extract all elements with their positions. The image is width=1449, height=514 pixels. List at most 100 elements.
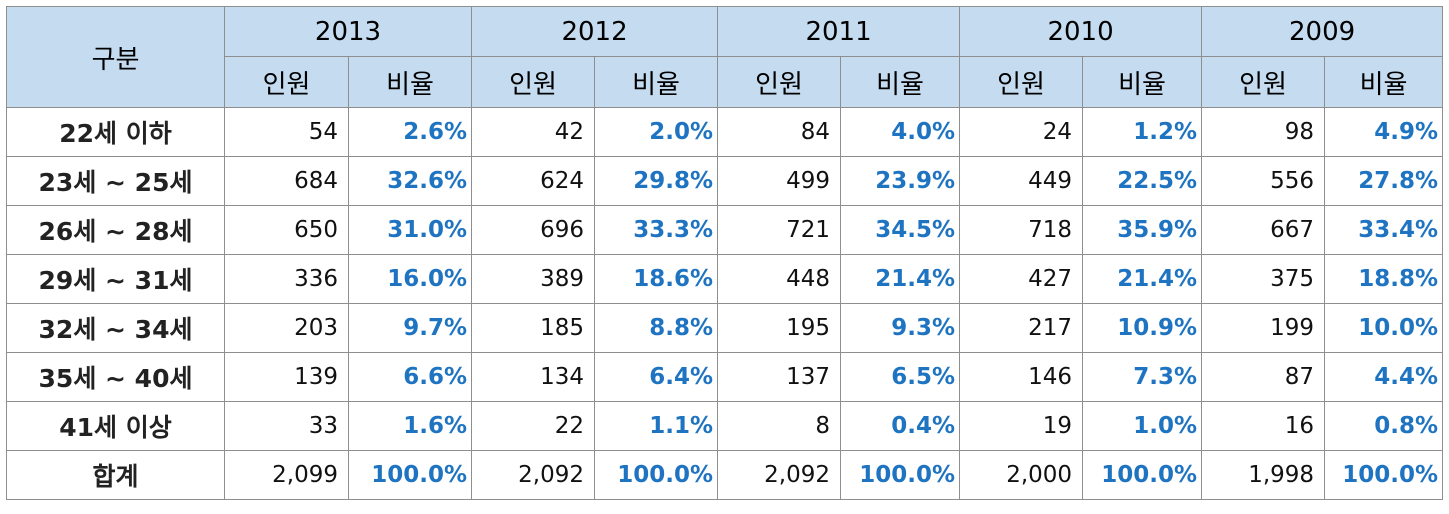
count-cell: 389 <box>471 254 596 304</box>
table-header: 구분 2013 2012 2011 2010 2009 인원 비율 인원 비율 … <box>6 6 1444 108</box>
ratio-cell: 35.9% <box>1082 205 1203 255</box>
ratio-cell: 4.4% <box>1324 352 1444 402</box>
year-header: 2012 <box>471 6 719 57</box>
year-header: 2013 <box>223 6 473 57</box>
row-label: 합계 <box>6 450 225 500</box>
year-header: 2011 <box>717 6 961 57</box>
ratio-cell: 2.6% <box>347 107 473 157</box>
count-cell: 336 <box>224 254 349 304</box>
table-row: 35세 ~ 40세 139 6.6% 134 6.4% 137 6.5% 146 7.3% 87 4… <box>6 352 1444 402</box>
count-cell: 195 <box>717 303 842 353</box>
row-label: 26세 ~ 28세 <box>6 205 225 255</box>
count-cell: 146 <box>959 352 1084 402</box>
table-row: 합계 2,099 100.0% 2,092 100.0% 2,092 100.0% 2,000… <box>6 450 1444 500</box>
ratio-cell: 0.4% <box>840 401 961 451</box>
ratio-cell: 18.8% <box>1324 254 1444 304</box>
count-header: 인원 <box>1201 56 1326 108</box>
count-header: 인원 <box>471 56 596 108</box>
count-cell: 22 <box>471 401 596 451</box>
count-cell: 684 <box>224 156 349 206</box>
ratio-cell: 6.6% <box>347 352 473 402</box>
count-cell: 42 <box>471 107 596 157</box>
count-cell: 721 <box>717 205 842 255</box>
ratio-cell: 6.4% <box>594 352 719 402</box>
ratio-header: 비율 <box>1082 56 1203 108</box>
table-row: 26세 ~ 28세 650 31.0% 696 33.3% 721 34.5% 718 35.9… <box>6 205 1444 255</box>
count-header: 인원 <box>959 56 1084 108</box>
table-body: 22세 이하 54 2.6% 42 2.0% 84 4.0% 24 1.2% 98 4.9% 23세 … <box>6 107 1444 500</box>
count-cell: 54 <box>224 107 349 157</box>
count-cell: 217 <box>959 303 1084 353</box>
count-cell: 24 <box>959 107 1084 157</box>
ratio-header: 비율 <box>1324 56 1444 108</box>
count-cell: 139 <box>224 352 349 402</box>
count-cell: 203 <box>224 303 349 353</box>
sub-header-row: 인원 비율 인원 비율 인원 비율 인원 비율 인원 비율 <box>7 56 1444 108</box>
ratio-header: 비율 <box>840 56 961 108</box>
ratio-cell: 10.0% <box>1324 303 1444 353</box>
ratio-cell: 27.8% <box>1324 156 1444 206</box>
count-cell: 137 <box>717 352 842 402</box>
row-label: 23세 ~ 25세 <box>6 156 225 206</box>
corner-header: 구분 <box>6 6 225 108</box>
count-header: 인원 <box>224 56 349 108</box>
ratio-cell: 9.7% <box>347 303 473 353</box>
row-label: 29세 ~ 31세 <box>6 254 225 304</box>
count-cell: 84 <box>717 107 842 157</box>
ratio-cell: 2.0% <box>594 107 719 157</box>
count-cell: 718 <box>959 205 1084 255</box>
ratio-cell: 29.8% <box>594 156 719 206</box>
year-header-row: 구분 2013 2012 2011 2010 2009 <box>6 6 1444 108</box>
ratio-cell: 16.0% <box>347 254 473 304</box>
table-row: 41세 이상 33 1.6% 22 1.1% 8 0.4% 19 1.0% 16 0.8% <box>6 401 1444 451</box>
count-cell: 449 <box>959 156 1084 206</box>
table-row: 22세 이하 54 2.6% 42 2.0% 84 4.0% 24 1.2% 98 4.9% <box>6 107 1444 157</box>
year-header: 2010 <box>959 6 1203 57</box>
ratio-cell: 10.9% <box>1082 303 1203 353</box>
count-cell: 199 <box>1201 303 1326 353</box>
ratio-cell: 9.3% <box>840 303 961 353</box>
count-cell: 16 <box>1201 401 1326 451</box>
ratio-cell: 23.9% <box>840 156 961 206</box>
count-cell: 667 <box>1201 205 1326 255</box>
ratio-cell: 34.5% <box>840 205 961 255</box>
count-cell: 2,092 <box>471 450 596 500</box>
count-cell: 98 <box>1201 107 1326 157</box>
count-cell: 2,099 <box>224 450 349 500</box>
ratio-header: 비율 <box>594 56 719 108</box>
ratio-cell: 1.6% <box>347 401 473 451</box>
count-cell: 87 <box>1201 352 1326 402</box>
count-cell: 134 <box>471 352 596 402</box>
count-cell: 375 <box>1201 254 1326 304</box>
count-cell: 2,092 <box>717 450 842 500</box>
ratio-header: 비율 <box>347 56 473 108</box>
ratio-cell: 8.8% <box>594 303 719 353</box>
row-label: 32세 ~ 34세 <box>6 303 225 353</box>
ratio-cell: 4.0% <box>840 107 961 157</box>
ratio-cell: 32.6% <box>347 156 473 206</box>
year-header: 2009 <box>1201 6 1444 57</box>
row-label: 22세 이하 <box>6 107 225 157</box>
ratio-cell: 33.3% <box>594 205 719 255</box>
table-row: 32세 ~ 34세 203 9.7% 185 8.8% 195 9.3% 217 10.9% 19… <box>6 303 1444 353</box>
count-cell: 448 <box>717 254 842 304</box>
count-cell: 185 <box>471 303 596 353</box>
ratio-cell: 7.3% <box>1082 352 1203 402</box>
ratio-cell: 100.0% <box>840 450 961 500</box>
ratio-cell: 1.1% <box>594 401 719 451</box>
count-cell: 499 <box>717 156 842 206</box>
ratio-cell: 1.2% <box>1082 107 1203 157</box>
age-distribution-table: 구분 2013 2012 2011 2010 2009 인원 비율 인원 비율 … <box>6 6 1444 500</box>
ratio-cell: 100.0% <box>1082 450 1203 500</box>
row-label: 41세 이상 <box>6 401 225 451</box>
ratio-cell: 100.0% <box>1324 450 1444 500</box>
count-cell: 427 <box>959 254 1084 304</box>
ratio-cell: 6.5% <box>840 352 961 402</box>
table-row: 23세 ~ 25세 684 32.6% 624 29.8% 499 23.9% 449 22.5… <box>6 156 1444 206</box>
ratio-cell: 33.4% <box>1324 205 1444 255</box>
count-cell: 556 <box>1201 156 1326 206</box>
ratio-cell: 100.0% <box>347 450 473 500</box>
count-cell: 696 <box>471 205 596 255</box>
count-cell: 650 <box>224 205 349 255</box>
row-label: 35세 ~ 40세 <box>6 352 225 402</box>
